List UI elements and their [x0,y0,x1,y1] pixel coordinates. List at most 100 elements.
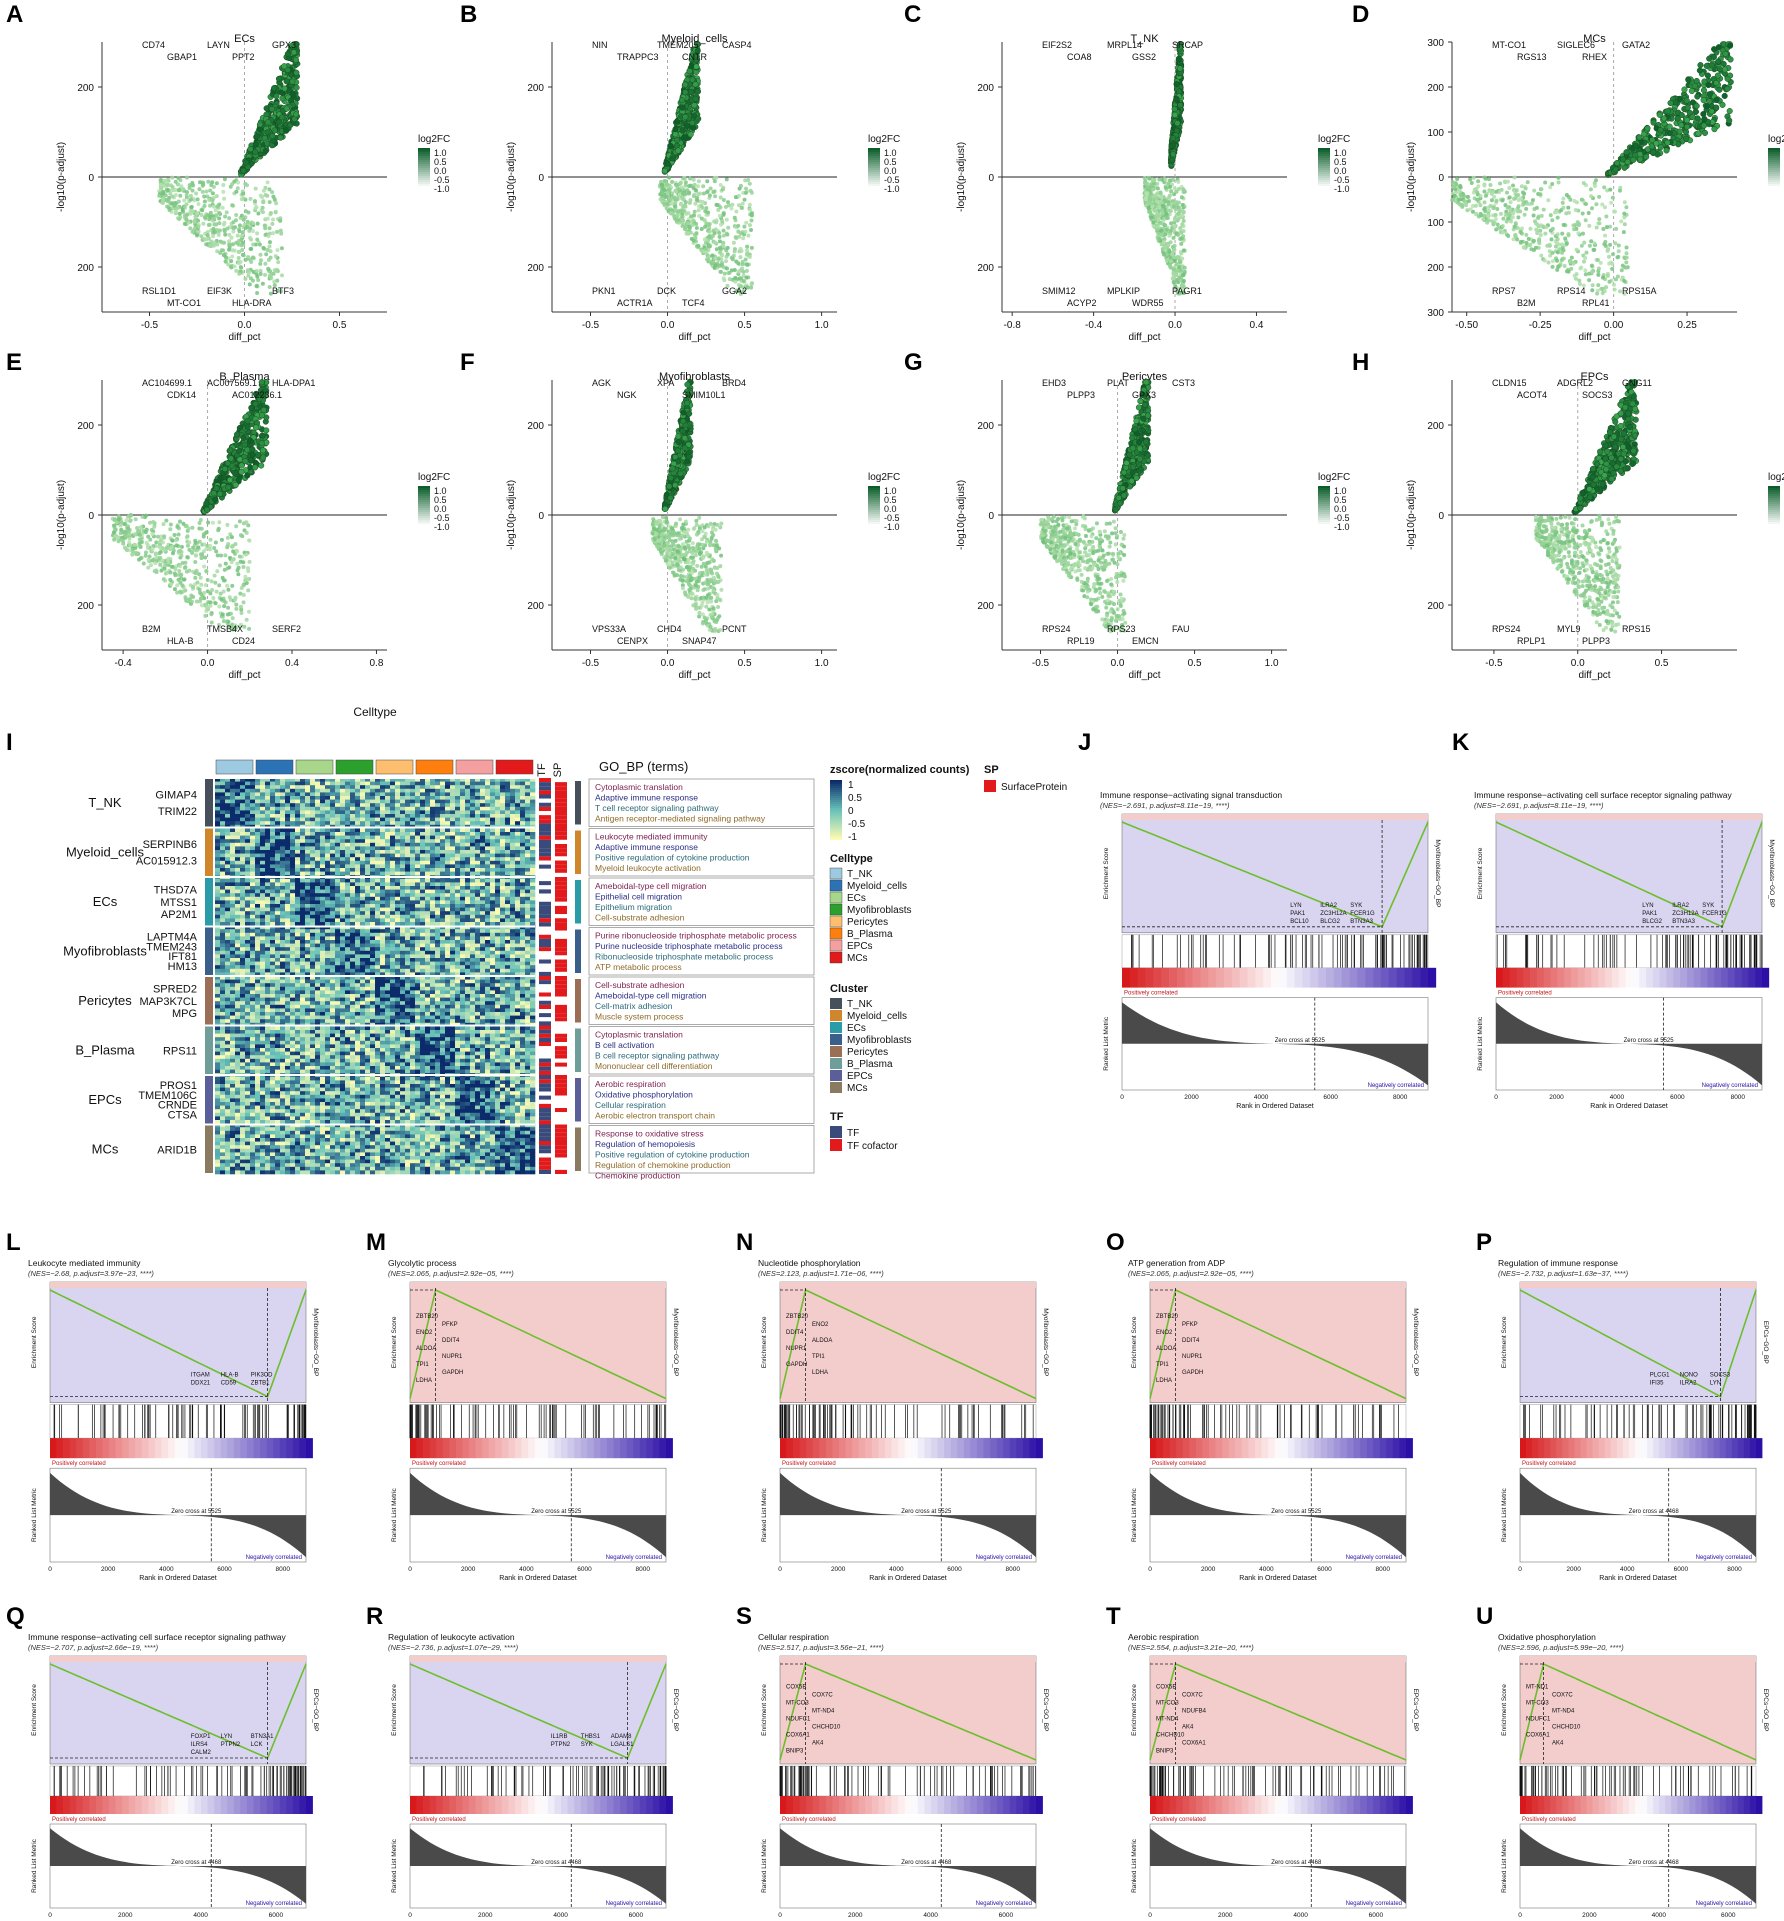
up-gene-label: MRPL14 [1107,40,1142,50]
down-point [736,229,741,234]
up-point [675,147,682,154]
down-point [1562,264,1567,269]
down-point [202,203,207,208]
down-point [216,528,221,533]
down-point [723,259,728,264]
down-point [1531,238,1536,243]
down-point [185,543,190,548]
up-point [1664,108,1671,115]
x-tick-label: 0.25 [1677,320,1697,331]
legend-gradient-step [418,510,430,512]
down-point [1469,181,1474,186]
down-point [696,243,701,248]
down-point [261,199,266,204]
legend-title: log2FC [868,134,900,145]
down-point [205,233,210,238]
down-point [686,231,691,236]
down-point [144,513,149,518]
down-point [1579,197,1584,202]
up-point [1632,142,1639,149]
down-point [231,543,236,548]
down-point [265,180,270,185]
x-tick-label: 0.0 [201,658,215,669]
down-point [1498,181,1503,186]
down-point [268,212,273,217]
down-point [157,540,162,545]
up-point [1678,122,1685,129]
up-point [1726,117,1733,124]
down-point [144,540,149,545]
down-point [1564,241,1569,246]
down-point [1537,237,1542,242]
y-tick-label: 0 [538,173,544,184]
down-point [745,244,750,249]
down-point [712,179,717,184]
legend-gradient-step [868,172,880,174]
legend-gradient-step [868,182,880,184]
up-point [217,475,224,482]
down-point [190,183,195,188]
down-point [249,259,254,264]
down-point [1603,233,1608,238]
down-point [235,186,240,191]
down-point [1156,217,1161,222]
down-point [730,257,735,262]
down-point [713,194,718,199]
legend-gradient-step [418,178,430,180]
down-point [209,579,214,584]
down-point [1583,272,1588,277]
down-point [267,226,272,231]
up-point [1169,135,1177,142]
down-point [174,210,179,215]
legend-gradient-step [868,154,880,156]
down-point [712,219,717,224]
down-point [178,590,183,595]
down-point [260,205,265,210]
down-point [184,202,189,207]
down-point [725,245,730,250]
down-point [1508,207,1513,212]
down-point [179,184,184,189]
down-point [188,193,193,198]
down-point [237,271,242,276]
down-point [230,557,235,562]
down-point [1543,231,1548,236]
y-tick-label: 200 [1427,83,1444,94]
down-gene-label: MT-CO1 [167,298,201,308]
down-point [189,208,194,213]
down-point [1572,273,1577,278]
up-point [1713,104,1720,111]
down-gene-label: ACYP2 [1067,298,1097,308]
down-point [272,283,277,288]
down-point [1539,253,1544,258]
down-point [1568,197,1573,202]
down-point [236,572,241,577]
down-point [205,194,210,199]
down-point [1539,187,1544,192]
up-point [692,95,699,102]
down-point [1520,190,1525,195]
down-point [235,233,240,238]
down-point [279,231,284,236]
down-point [747,223,752,228]
down-point [713,240,718,245]
up-point [226,447,234,454]
up-point [669,155,676,162]
down-point [659,551,664,556]
down-point [743,186,748,191]
down-point [1581,181,1586,186]
down-point [162,178,167,183]
up-point [256,121,263,128]
up-point [1722,50,1729,57]
up-point [249,446,256,453]
down-point [742,197,747,202]
down-point [694,226,699,231]
down-point [1159,232,1164,237]
down-point [1172,247,1177,252]
down-point [1518,240,1523,245]
down-point [692,232,697,237]
up-point [690,124,697,131]
down-point [1476,179,1481,184]
legend-gradient-step [1318,186,1330,188]
